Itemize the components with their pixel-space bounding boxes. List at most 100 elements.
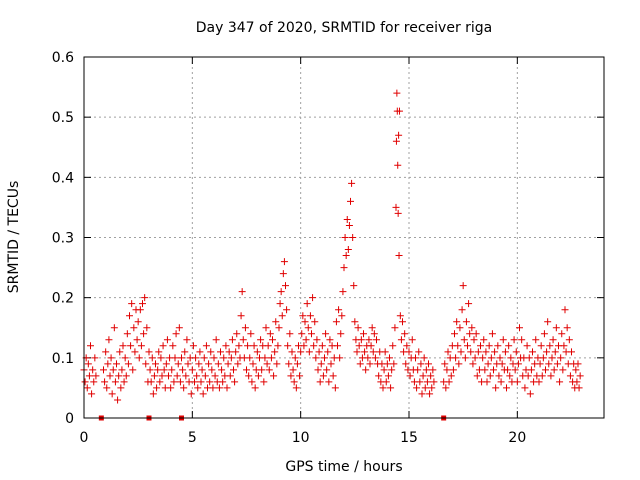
y-tick-label: 0.5 xyxy=(52,110,74,126)
data-point xyxy=(198,366,206,374)
data-point xyxy=(244,342,252,350)
data-point xyxy=(524,372,532,380)
data-point xyxy=(120,378,128,386)
data-point xyxy=(425,360,432,368)
data-point xyxy=(308,330,315,338)
data-point xyxy=(206,378,214,386)
data-point xyxy=(405,348,413,356)
data-point xyxy=(219,378,227,386)
data-point xyxy=(551,348,559,356)
data-point xyxy=(88,390,96,398)
data-point xyxy=(498,360,506,368)
data-point xyxy=(234,360,242,368)
data-point xyxy=(282,282,289,290)
data-point xyxy=(514,360,522,368)
data-point xyxy=(559,366,567,374)
data-point xyxy=(176,378,184,386)
data-point xyxy=(454,342,462,350)
data-point xyxy=(314,366,322,374)
data-point xyxy=(293,360,301,368)
data-point xyxy=(412,354,419,362)
data-point xyxy=(260,378,268,386)
data-point xyxy=(543,348,551,356)
data-point xyxy=(384,372,392,380)
data-point xyxy=(494,342,502,350)
data-point xyxy=(471,354,479,362)
data-point xyxy=(197,378,205,386)
data-point xyxy=(458,306,466,314)
data-point xyxy=(129,366,137,374)
data-point xyxy=(211,372,219,380)
data-point xyxy=(102,348,110,356)
data-point xyxy=(552,324,560,332)
data-point xyxy=(136,306,144,314)
data-point xyxy=(399,318,406,326)
data-point xyxy=(249,360,257,368)
data-point xyxy=(370,330,378,338)
data-point xyxy=(340,264,348,272)
data-point xyxy=(222,342,230,350)
data-point xyxy=(566,372,574,380)
data-point xyxy=(141,294,149,302)
data-point xyxy=(468,324,476,332)
data-point xyxy=(305,348,313,356)
data-point xyxy=(246,354,254,362)
data-point xyxy=(558,330,566,338)
y-tick-label: 0.2 xyxy=(52,291,74,307)
data-point xyxy=(279,270,287,278)
data-points xyxy=(80,89,584,404)
data-point xyxy=(479,354,487,362)
data-point xyxy=(121,354,129,362)
data-point xyxy=(391,324,399,332)
data-point xyxy=(418,390,426,398)
data-point xyxy=(283,306,291,314)
data-point xyxy=(565,336,573,344)
data-point xyxy=(111,378,119,386)
data-point xyxy=(224,360,232,368)
data-point xyxy=(269,336,276,344)
data-point xyxy=(461,354,469,362)
data-point xyxy=(477,342,484,350)
data-point xyxy=(154,366,162,374)
x-tick-label: 10 xyxy=(292,430,310,446)
data-point xyxy=(389,342,397,350)
data-point xyxy=(178,354,185,362)
data-point xyxy=(406,372,414,380)
data-point xyxy=(169,342,177,350)
data-point xyxy=(163,336,171,344)
data-point xyxy=(525,354,533,362)
data-point xyxy=(504,366,512,374)
data-point xyxy=(483,378,491,386)
data-point xyxy=(324,348,332,356)
data-point xyxy=(513,378,521,386)
data-point xyxy=(167,384,175,392)
data-point xyxy=(160,366,168,374)
data-point xyxy=(196,348,204,356)
data-point xyxy=(395,131,403,139)
data-point xyxy=(284,342,292,350)
data-point xyxy=(171,354,179,362)
x-tick-label: 5 xyxy=(188,430,197,446)
data-point xyxy=(312,354,320,362)
chart-title: Day 347 of 2020, SRMTID for receiver rig… xyxy=(196,20,493,36)
data-point xyxy=(351,318,359,326)
data-point xyxy=(117,384,125,392)
data-point xyxy=(469,360,477,368)
data-point xyxy=(496,354,504,362)
data-point xyxy=(302,336,310,344)
data-point xyxy=(210,354,218,362)
data-point xyxy=(124,360,132,368)
data-point xyxy=(298,330,306,338)
data-point xyxy=(510,336,518,344)
data-point xyxy=(547,372,555,380)
data-point xyxy=(354,324,362,332)
data-point xyxy=(220,354,228,362)
data-point xyxy=(201,372,209,380)
data-point xyxy=(212,336,220,344)
data-point xyxy=(195,360,203,368)
y-tick-label: 0.4 xyxy=(52,170,74,186)
data-point xyxy=(369,348,377,356)
data-point xyxy=(529,348,536,356)
data-point xyxy=(473,372,481,380)
data-point xyxy=(173,372,181,380)
